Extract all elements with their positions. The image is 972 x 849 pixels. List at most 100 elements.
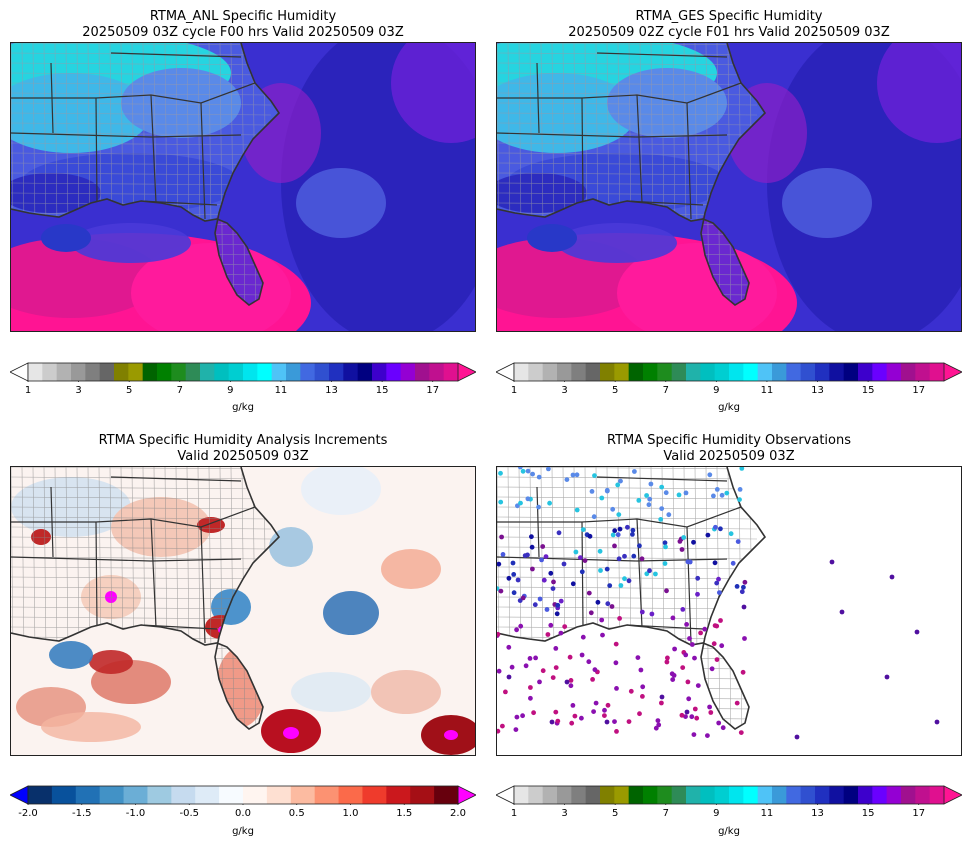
state-boundaries (497, 52, 742, 220)
observation-dot (637, 711, 642, 717)
colorbar-swatch (528, 363, 544, 381)
observation-dot (738, 730, 744, 735)
colorbar-tick-label: 7 (662, 385, 669, 396)
field-contour (391, 43, 475, 143)
observation-dot (672, 646, 677, 652)
colorbar-swatch (195, 786, 220, 804)
observation-dot (528, 685, 533, 690)
observation-dot (549, 719, 555, 725)
observation-dot (553, 646, 559, 651)
colorbar-swatch (410, 786, 435, 804)
observation-dot (514, 627, 519, 633)
observation-dot (614, 729, 619, 734)
observation-dot (547, 500, 552, 506)
observation-dot (625, 524, 630, 530)
observation-dot (522, 553, 528, 558)
observation-dot (610, 506, 616, 512)
colorbar-swatch (372, 363, 387, 381)
colorbar-swatch (671, 363, 687, 381)
observation-dot (718, 618, 723, 623)
observation-dot (622, 553, 627, 559)
colorbar-swatch (128, 363, 144, 381)
observation-dot (664, 659, 670, 665)
colorbar-swatch (929, 363, 945, 381)
observation-dot (719, 492, 725, 498)
observation-dot (705, 733, 710, 738)
panel2-title: RTMA_GES Specific Humidity 20250509 02Z … (496, 9, 962, 41)
observation-dot (497, 668, 502, 674)
observation-dot (653, 571, 658, 577)
field-contour (782, 168, 872, 238)
observation-dot (628, 688, 634, 694)
observation-dot (676, 492, 682, 498)
colorbar-swatch (243, 786, 268, 804)
colorbar-swatch (386, 786, 411, 804)
observation-dot (545, 632, 551, 637)
colorbar-swatch (429, 363, 445, 381)
observation-dot (670, 677, 676, 682)
observation-dot (515, 503, 520, 509)
observation-dot (573, 549, 579, 555)
observation-dot (612, 528, 618, 534)
colorbar-tick-label: -1.0 (125, 808, 146, 819)
observation-dot (889, 574, 895, 580)
field-contour (111, 497, 211, 557)
observation-dot (639, 609, 645, 615)
colorbar-tick-label: 9 (227, 385, 234, 396)
observation-dot (529, 534, 534, 540)
observation-dot (707, 472, 713, 478)
panel1-title-line1: RTMA_ANL Specific Humidity (149, 9, 337, 24)
observation-dot (513, 727, 519, 732)
observation-dot (683, 714, 688, 719)
observation-dot (685, 679, 691, 685)
colorbar-frame (27, 362, 459, 382)
panel1-title: RTMA_ANL Specific Humidity 20250509 03Z … (10, 9, 476, 41)
observation-dot (735, 539, 741, 544)
observation-dot (714, 487, 720, 492)
colorbar-tick-label: 11 (760, 808, 774, 819)
observation-dot (595, 599, 601, 605)
colorbar-tick-label: -2.0 (18, 808, 38, 819)
observation-dot (719, 643, 725, 649)
observation-dot (589, 489, 595, 494)
colorbar-tick-label: 1.0 (342, 808, 359, 819)
colorbar-swatch (99, 786, 125, 804)
colorbar-swatch (657, 786, 673, 804)
observation-dot (600, 632, 605, 638)
observation-dot (578, 555, 583, 560)
colorbar-swatch (772, 363, 787, 381)
observation-dot (737, 487, 743, 492)
observation-dot (520, 713, 525, 719)
observation-dot (564, 679, 570, 685)
panel4-title: RTMA Specific Humidity Observations Vali… (496, 433, 962, 465)
observation-dot (637, 543, 642, 549)
observation-dot (582, 558, 588, 563)
observation-dot (685, 559, 691, 565)
colorbar-swatch (757, 363, 773, 381)
observation-dot (662, 540, 668, 546)
colorbar-swatch (114, 363, 129, 381)
colorbar-tick-label: 13 (325, 385, 338, 396)
colorbar-tick-label: 13 (811, 808, 824, 819)
panel1-colorbar-label: g/kg (232, 402, 254, 413)
observation-dot (607, 583, 613, 588)
colorbar-swatch (434, 786, 459, 804)
observation-dot (686, 696, 692, 702)
colorbar-tick-label: 15 (375, 385, 389, 396)
observation-dot (497, 631, 501, 637)
observation-dot (734, 700, 740, 706)
observation-dot (659, 506, 665, 511)
field-contour (105, 591, 117, 603)
observation-dot (683, 490, 689, 496)
observation-dot (626, 719, 632, 724)
observation-dot (564, 477, 570, 482)
colorbar-swatch (772, 786, 787, 804)
observation-dot (568, 678, 574, 683)
colorbar-swatch (266, 786, 292, 804)
colorbar-swatch (75, 786, 101, 804)
observation-dot (613, 660, 619, 666)
observation-dot (529, 544, 535, 550)
colorbar-swatch (585, 363, 601, 381)
colorbar-swatch (901, 786, 916, 804)
observation-dot (590, 677, 595, 682)
